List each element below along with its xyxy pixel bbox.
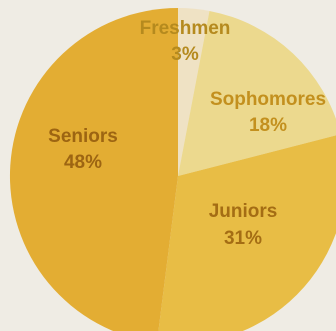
pie-slice-sophomores: [178, 10, 336, 176]
pie-slice-freshmen: [178, 8, 210, 176]
slice-value-juniors: 31%: [224, 228, 262, 249]
slice-label-seniors: Seniors: [48, 126, 118, 147]
slice-value-sophomores: 18%: [249, 115, 287, 136]
slice-label-juniors: Juniors: [209, 201, 278, 222]
slice-label-freshmen: Freshmen: [140, 18, 231, 39]
pie-slice-juniors: [158, 135, 336, 331]
slice-value-freshmen: 3%: [171, 44, 199, 65]
slice-label-sophomores: Sophomores: [210, 89, 326, 110]
slice-value-seniors: 48%: [64, 152, 102, 173]
pie-slice-seniors: [10, 8, 178, 331]
